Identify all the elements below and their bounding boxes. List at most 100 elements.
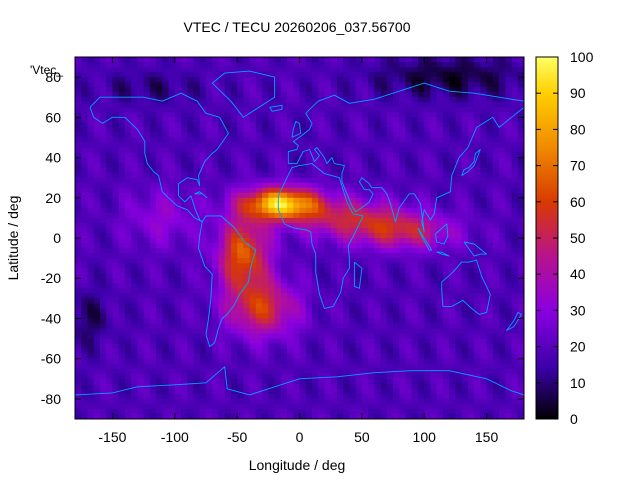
- heatmap-cell: [137, 107, 145, 113]
- heatmap-cell: [399, 288, 407, 294]
- heatmap-cell: [324, 288, 332, 294]
- heatmap-cell: [124, 403, 132, 410]
- heatmap-cell: [455, 258, 463, 264]
- heatmap-cell: [386, 383, 394, 390]
- heatmap-cell: [87, 313, 95, 320]
- heatmap-cell: [449, 248, 457, 254]
- heatmap-cell: [311, 227, 319, 234]
- heatmap-cell: [505, 353, 513, 360]
- heatmap-cell: [405, 207, 413, 214]
- heatmap-cell: [467, 62, 475, 68]
- heatmap-cell: [243, 283, 251, 289]
- heatmap-cell: [349, 132, 357, 139]
- heatmap-cell: [255, 222, 263, 229]
- heatmap-cell: [436, 122, 444, 128]
- heatmap-cell: [355, 92, 363, 98]
- heatmap-cell: [205, 227, 213, 234]
- heatmap-cell: [149, 318, 157, 325]
- heatmap-cell: [193, 283, 201, 289]
- heatmap-cell: [143, 167, 151, 174]
- heatmap-cell: [131, 358, 138, 365]
- heatmap-cell: [480, 238, 488, 244]
- heatmap-cell: [305, 132, 313, 139]
- heatmap-cell: [224, 378, 232, 385]
- heatmap-cell: [162, 403, 170, 410]
- heatmap-cell: [343, 363, 350, 370]
- heatmap-cell: [268, 373, 276, 380]
- heatmap-cell: [517, 87, 524, 93]
- heatmap-cell: [224, 162, 232, 169]
- heatmap-cell: [430, 313, 438, 320]
- heatmap-cell: [112, 232, 120, 239]
- heatmap-cell: [386, 238, 394, 244]
- heatmap-cell: [505, 338, 513, 345]
- heatmap-cell: [274, 212, 282, 219]
- heatmap-cell: [349, 137, 357, 144]
- heatmap-cell: [511, 248, 519, 254]
- heatmap-cell: [449, 373, 457, 380]
- heatmap-cell: [368, 338, 375, 345]
- heatmap-cell: [193, 167, 201, 174]
- heatmap-cell: [517, 393, 524, 400]
- heatmap-cell: [237, 253, 244, 259]
- heatmap-cell: [380, 182, 388, 189]
- heatmap-cell: [499, 77, 506, 83]
- heatmap-cell: [467, 117, 475, 123]
- heatmap-cell: [505, 333, 513, 340]
- heatmap-cell: [255, 263, 263, 269]
- heatmap-cell: [349, 343, 357, 350]
- heatmap-cell: [293, 348, 301, 355]
- heatmap-cell: [218, 288, 226, 294]
- heatmap-cell: [93, 293, 101, 299]
- heatmap-cell: [430, 147, 438, 154]
- heatmap-cell: [168, 263, 176, 269]
- heatmap-cell: [243, 82, 251, 88]
- heatmap-cell: [336, 328, 344, 335]
- heatmap-cell: [311, 383, 319, 390]
- heatmap-cell: [237, 308, 244, 315]
- heatmap-cell: [430, 92, 438, 98]
- heatmap-cell: [168, 328, 176, 335]
- heatmap-cell: [417, 87, 425, 93]
- heatmap-cell: [118, 227, 126, 234]
- heatmap-cell: [461, 293, 469, 299]
- heatmap-cell: [199, 92, 207, 98]
- heatmap-cell: [287, 303, 294, 309]
- heatmap-cell: [480, 177, 488, 184]
- heatmap-cell: [486, 137, 494, 144]
- heatmap-cell: [280, 62, 288, 68]
- heatmap-cell: [461, 318, 469, 325]
- heatmap-cell: [280, 298, 288, 304]
- heatmap-cell: [243, 263, 251, 269]
- heatmap-cell: [361, 303, 369, 309]
- heatmap-cell: [224, 398, 232, 405]
- heatmap-cell: [355, 258, 363, 264]
- heatmap-cell: [368, 167, 375, 174]
- heatmap-cell: [336, 383, 344, 390]
- heatmap-cell: [355, 373, 363, 380]
- heatmap-cell: [274, 172, 282, 179]
- heatmap-cell: [255, 278, 263, 284]
- heatmap-cell: [168, 318, 176, 325]
- heatmap-cell: [474, 157, 481, 164]
- heatmap-cell: [162, 152, 170, 159]
- heatmap-cell: [137, 227, 145, 234]
- heatmap-cell: [143, 217, 151, 224]
- heatmap-cell: [237, 182, 244, 189]
- heatmap-cell: [393, 253, 400, 259]
- heatmap-cell: [318, 308, 326, 315]
- heatmap-cell: [324, 202, 332, 209]
- heatmap-cell: [124, 338, 132, 345]
- heatmap-cell: [517, 323, 524, 330]
- heatmap-cell: [499, 152, 506, 159]
- heatmap-cell: [131, 253, 138, 259]
- heatmap-cell: [143, 87, 151, 93]
- heatmap-cell: [230, 167, 238, 174]
- heatmap-cell: [368, 112, 375, 118]
- heatmap-cell: [181, 243, 188, 249]
- heatmap-cell: [380, 253, 388, 259]
- heatmap-cell: [399, 192, 407, 199]
- heatmap-cell: [318, 288, 326, 294]
- heatmap-cell: [499, 87, 506, 93]
- heatmap-cell: [118, 353, 126, 360]
